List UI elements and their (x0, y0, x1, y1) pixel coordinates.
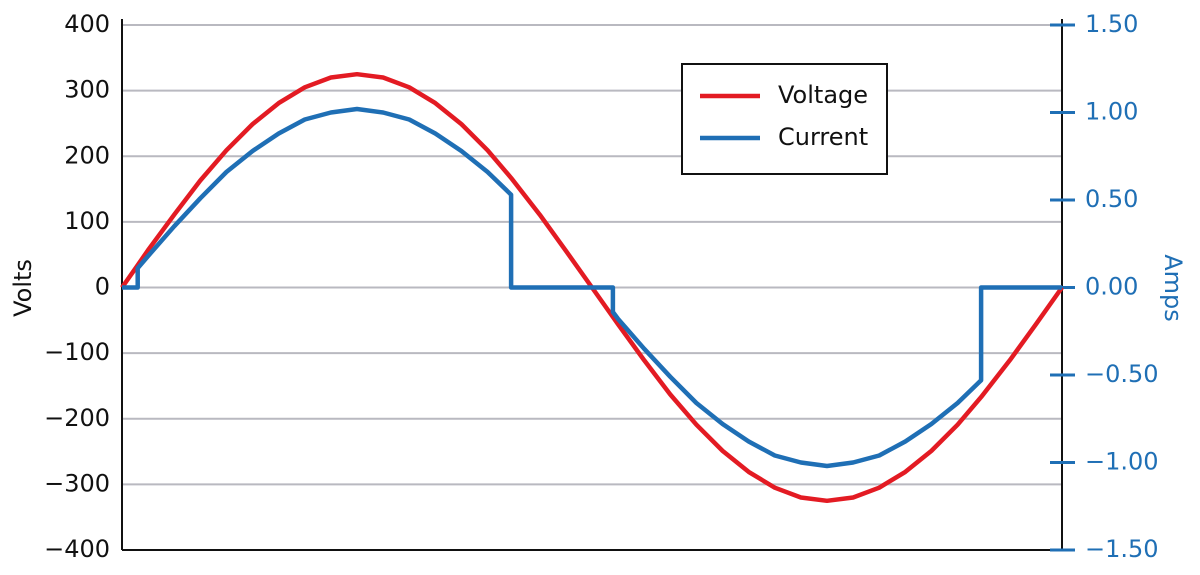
y-tick-label: 200 (64, 141, 110, 169)
y-tick-label: 100 (64, 207, 110, 235)
y2-tick-label: −0.50 (1085, 360, 1159, 388)
legend-label: Voltage (778, 81, 868, 109)
y2-tick-label: 0.00 (1085, 273, 1138, 301)
y-axis-label: Volts (9, 259, 37, 317)
y2-tick-label: 1.00 (1085, 98, 1138, 126)
y-tick-label: 0 (95, 273, 110, 301)
y-tick-label: −400 (44, 535, 110, 563)
legend-label: Current (778, 123, 868, 151)
y2-tick-label: −1.50 (1085, 535, 1159, 563)
y-tick-label: 400 (64, 10, 110, 38)
y2-tick-label: −1.00 (1085, 448, 1159, 476)
y-tick-label: −300 (44, 469, 110, 497)
y-tick-label: −200 (44, 404, 110, 432)
legend-box (681, 63, 888, 175)
y2-tick-label: 1.50 (1085, 10, 1138, 38)
y2-axis-label: Amps (1159, 254, 1187, 322)
series-line (122, 106, 1062, 469)
y-tick-label: 300 (64, 76, 110, 104)
y-tick-label: −100 (44, 338, 110, 366)
y2-tick-label: 0.50 (1085, 185, 1138, 213)
